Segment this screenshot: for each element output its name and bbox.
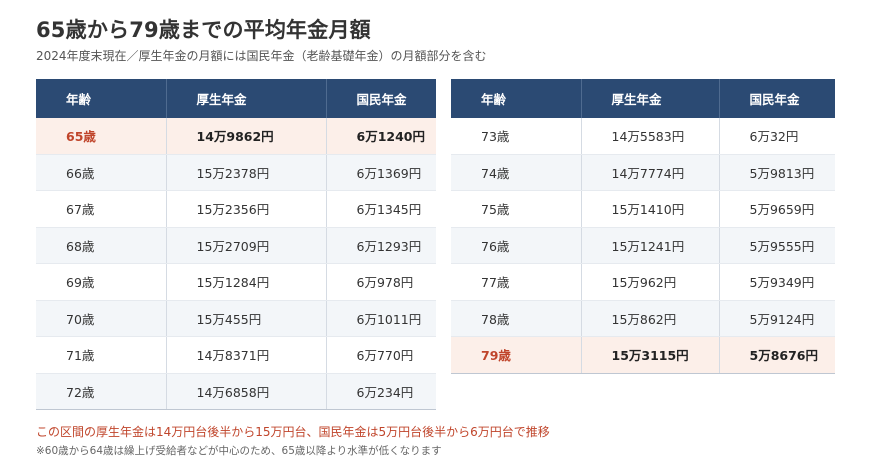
table-row: 76歳 15万1241円 5万9555円 <box>451 227 835 264</box>
table-row: 71歳 14万8371円 6万770円 <box>36 336 436 374</box>
table-row: 69歳 15万1284円 6万978円 <box>36 263 436 301</box>
table-row: 73歳 14万5583円 6万32円 <box>451 118 835 155</box>
cell-kosei-nenkin: 14万6858円 <box>166 373 327 410</box>
cell-kosei-nenkin: 14万9862円 <box>166 118 327 155</box>
cell-kokumin-nenkin: 6万978円 <box>326 263 436 301</box>
cell-kokumin-nenkin: 6万1345円 <box>326 190 436 228</box>
pension-table-right: 年齢 厚生年金 国民年金 73歳 14万5583円 6万32円 74歳 14万7774円… <box>451 79 835 374</box>
column-header-age: 年齢 <box>36 79 167 118</box>
cell-age: 70歳 <box>36 300 167 337</box>
cell-age: 78歳 <box>451 300 582 337</box>
cell-kosei-nenkin: 15万2356円 <box>166 190 327 228</box>
column-header-age: 年齢 <box>451 79 582 118</box>
cell-age: 77歳 <box>451 263 582 301</box>
cell-age: 65歳 <box>36 118 167 155</box>
cell-age: 74歳 <box>451 154 582 191</box>
cell-kosei-nenkin: 15万1284円 <box>166 263 327 301</box>
cell-age: 68歳 <box>36 227 167 264</box>
cell-age: 75歳 <box>451 190 582 228</box>
table-row: 70歳 15万455円 6万1011円 <box>36 300 436 337</box>
cell-age: 66歳 <box>36 154 167 191</box>
cell-kosei-nenkin: 14万8371円 <box>166 336 327 374</box>
column-header-kokumin: 国民年金 <box>719 79 835 118</box>
table-row: 77歳 15万962円 5万9349円 <box>451 263 835 301</box>
table-row: 79歳 15万3115円 5万8676円 <box>451 336 835 374</box>
table-row: 74歳 14万7774円 5万9813円 <box>451 154 835 191</box>
cell-kosei-nenkin: 15万3115円 <box>581 336 720 374</box>
cell-age: 71歳 <box>36 336 167 374</box>
cell-kokumin-nenkin: 5万9124円 <box>719 300 835 337</box>
table-row: 72歳 14万6858円 6万234円 <box>36 373 436 410</box>
cell-kosei-nenkin: 15万1410円 <box>581 190 720 228</box>
cell-kokumin-nenkin: 6万1369円 <box>326 154 436 191</box>
table-header-row: 年齢 厚生年金 国民年金 <box>36 79 436 118</box>
footnote: ※60歳から64歳は繰上げ受給者などが中心のため、65歳以降より水準が低くなりま… <box>36 445 442 457</box>
cell-kokumin-nenkin: 5万9813円 <box>719 154 835 191</box>
page-title: 65歳から79歳までの平均年金月額 <box>36 18 371 42</box>
cell-kokumin-nenkin: 5万8676円 <box>719 336 835 374</box>
cell-kokumin-nenkin: 5万9555円 <box>719 227 835 264</box>
table-row: 78歳 15万862円 5万9124円 <box>451 300 835 337</box>
cell-age: 69歳 <box>36 263 167 301</box>
column-header-kosei: 厚生年金 <box>581 79 720 118</box>
cell-age: 67歳 <box>36 190 167 228</box>
cell-kokumin-nenkin: 5万9349円 <box>719 263 835 301</box>
cell-kokumin-nenkin: 6万1293円 <box>326 227 436 264</box>
cell-kosei-nenkin: 15万2709円 <box>166 227 327 264</box>
cell-age: 72歳 <box>36 373 167 410</box>
cell-kosei-nenkin: 15万862円 <box>581 300 720 337</box>
cell-kokumin-nenkin: 6万1240円 <box>326 118 436 155</box>
pension-table-left: 年齢 厚生年金 国民年金 65歳 14万9862円 6万1240円 66歳 15万237… <box>36 79 436 410</box>
table-row: 65歳 14万9862円 6万1240円 <box>36 118 436 155</box>
cell-kosei-nenkin: 15万455円 <box>166 300 327 337</box>
table-row: 67歳 15万2356円 6万1345円 <box>36 190 436 228</box>
column-header-kokumin: 国民年金 <box>326 79 436 118</box>
cell-age: 73歳 <box>451 118 582 155</box>
table-row: 68歳 15万2709円 6万1293円 <box>36 227 436 264</box>
table-header-row: 年齢 厚生年金 国民年金 <box>451 79 835 118</box>
cell-kokumin-nenkin: 6万32円 <box>719 118 835 155</box>
cell-kosei-nenkin: 15万2378円 <box>166 154 327 191</box>
summary-note: この区間の厚生年金は14万円台後半から15万円台、国民年金は5万円台後半から6万… <box>36 425 550 439</box>
cell-kosei-nenkin: 15万1241円 <box>581 227 720 264</box>
cell-kosei-nenkin: 15万962円 <box>581 263 720 301</box>
cell-kokumin-nenkin: 5万9659円 <box>719 190 835 228</box>
cell-age: 76歳 <box>451 227 582 264</box>
cell-kokumin-nenkin: 6万1011円 <box>326 300 436 337</box>
column-header-kosei: 厚生年金 <box>166 79 327 118</box>
cell-kosei-nenkin: 14万7774円 <box>581 154 720 191</box>
cell-kokumin-nenkin: 6万770円 <box>326 336 436 374</box>
cell-kokumin-nenkin: 6万234円 <box>326 373 436 410</box>
table-row: 75歳 15万1410円 5万9659円 <box>451 190 835 228</box>
table-row: 66歳 15万2378円 6万1369円 <box>36 154 436 191</box>
page-subtitle: 2024年度末現在／厚生年金の月額には国民年金（老齢基礎年金）の月額部分を含む <box>36 49 487 63</box>
cell-kosei-nenkin: 14万5583円 <box>581 118 720 155</box>
cell-age: 79歳 <box>451 336 582 374</box>
